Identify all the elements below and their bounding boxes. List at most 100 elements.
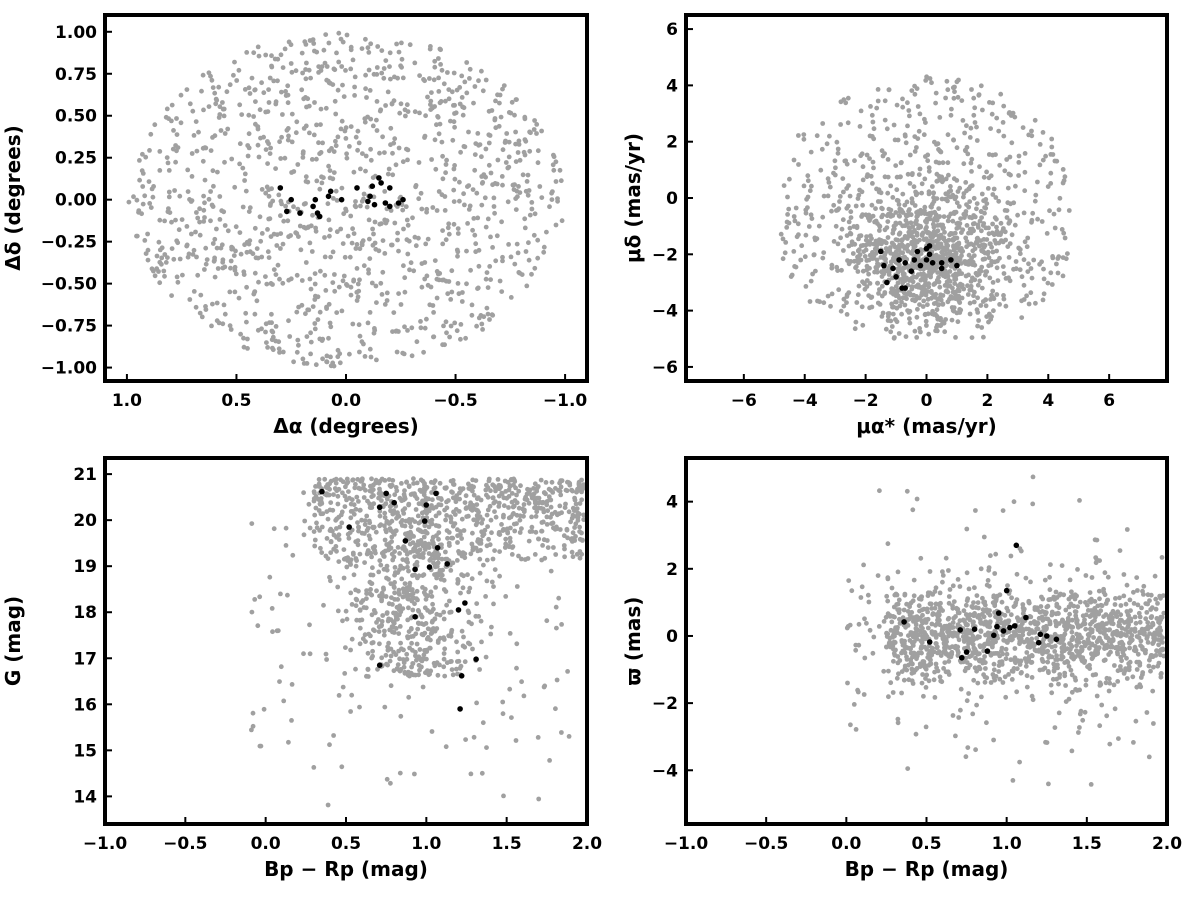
field-star-point bbox=[310, 304, 316, 309]
field-star-point bbox=[900, 250, 906, 256]
field-star-point bbox=[511, 187, 517, 193]
field-star-point bbox=[417, 73, 422, 78]
field-star-point bbox=[1037, 142, 1043, 147]
field-star-point bbox=[843, 100, 849, 106]
field-star-point bbox=[510, 182, 516, 188]
field-star-point bbox=[812, 235, 818, 241]
field-star-point bbox=[821, 193, 827, 199]
field-star-point bbox=[310, 212, 315, 218]
field-star-point bbox=[466, 589, 472, 595]
field-star-point bbox=[573, 534, 578, 539]
field-star-point bbox=[333, 111, 339, 117]
field-star-point bbox=[174, 238, 180, 244]
field-star-point bbox=[885, 314, 891, 319]
field-star-point bbox=[572, 495, 577, 501]
field-star-point bbox=[291, 359, 296, 365]
x-tick-label: 2.0 bbox=[572, 834, 602, 854]
field-star-point bbox=[195, 215, 201, 221]
field-star-point bbox=[414, 588, 420, 594]
field-star-point bbox=[318, 499, 324, 505]
field-star-point bbox=[477, 570, 483, 576]
field-star-point bbox=[924, 224, 929, 230]
field-star-point bbox=[964, 223, 970, 228]
field-star-point bbox=[330, 82, 336, 87]
field-star-point bbox=[351, 231, 357, 237]
field-star-point bbox=[278, 156, 284, 161]
field-star-point bbox=[952, 236, 957, 242]
field-star-point bbox=[220, 321, 226, 327]
field-star-point bbox=[413, 184, 418, 190]
field-star-point bbox=[384, 298, 390, 303]
field-star-point bbox=[879, 205, 884, 211]
field-star-point bbox=[279, 134, 284, 140]
field-star-point bbox=[437, 635, 443, 641]
field-star-point bbox=[966, 186, 972, 192]
field-star-point bbox=[436, 510, 442, 516]
field-star-point bbox=[353, 563, 359, 569]
field-star-point bbox=[831, 202, 837, 208]
field-star-point bbox=[218, 128, 224, 133]
field-star-point bbox=[574, 489, 579, 495]
field-star-point bbox=[983, 297, 989, 303]
field-star-point bbox=[1009, 140, 1015, 146]
field-star-point bbox=[356, 322, 362, 328]
field-star-point bbox=[926, 165, 932, 171]
field-star-point bbox=[381, 585, 386, 591]
field-star-point bbox=[377, 513, 383, 519]
field-star-point bbox=[459, 628, 465, 634]
field-star-point bbox=[1029, 128, 1034, 134]
field-star-point bbox=[505, 165, 511, 171]
field-star-point bbox=[864, 152, 870, 158]
field-star-point bbox=[313, 505, 319, 511]
field-star-point bbox=[907, 320, 913, 326]
field-star-point bbox=[364, 204, 370, 210]
field-star-point bbox=[437, 100, 443, 106]
field-star-point bbox=[495, 157, 501, 163]
field-star-point bbox=[536, 796, 542, 802]
field-star-point bbox=[886, 668, 891, 674]
field-star-point bbox=[353, 666, 358, 672]
field-star-point bbox=[491, 195, 497, 201]
member-star-point bbox=[391, 499, 398, 506]
field-star-point bbox=[977, 278, 983, 284]
field-star-point bbox=[367, 488, 373, 494]
field-star-point bbox=[451, 199, 457, 205]
field-star-point bbox=[958, 216, 963, 222]
field-star-point bbox=[514, 665, 519, 671]
member-star-point bbox=[938, 260, 945, 266]
field-star-point bbox=[349, 602, 355, 607]
field-star-point bbox=[277, 679, 282, 684]
field-star-point bbox=[568, 519, 573, 525]
field-star-point bbox=[301, 532, 307, 538]
member-star-point bbox=[884, 279, 890, 286]
field-star-point bbox=[355, 128, 361, 134]
field-star-point bbox=[551, 167, 557, 173]
field-star-point bbox=[880, 153, 886, 159]
field-star-point bbox=[317, 528, 322, 533]
field-star-point bbox=[838, 122, 843, 127]
field-star-point bbox=[404, 146, 409, 152]
field-star-point bbox=[475, 508, 480, 513]
field-star-point bbox=[515, 150, 521, 155]
field-star-point bbox=[969, 335, 975, 340]
field-star-point bbox=[294, 272, 300, 278]
field-star-point bbox=[382, 628, 387, 634]
field-star-point bbox=[888, 183, 894, 189]
field-star-point bbox=[377, 508, 383, 514]
y-tick-label: −4 bbox=[652, 302, 678, 322]
field-star-point bbox=[325, 802, 331, 808]
field-star-point bbox=[372, 219, 378, 225]
field-star-point bbox=[166, 168, 172, 173]
field-star-point bbox=[516, 553, 521, 559]
field-star-point bbox=[903, 334, 909, 339]
field-star-point bbox=[285, 137, 291, 143]
field-star-point bbox=[364, 95, 369, 100]
field-star-point bbox=[907, 308, 913, 314]
field-star-point bbox=[1094, 693, 1100, 699]
field-star-point bbox=[399, 481, 404, 486]
field-star-point bbox=[369, 476, 374, 482]
field-star-point bbox=[517, 517, 523, 523]
field-star-point bbox=[946, 659, 952, 664]
field-star-point bbox=[1069, 748, 1075, 754]
